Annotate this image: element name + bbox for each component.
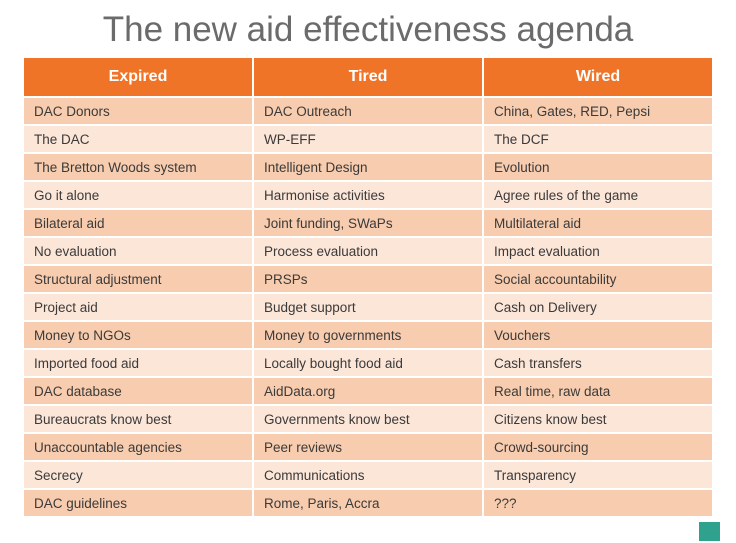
table-cell: WP-EFF	[254, 126, 482, 152]
table-row: DAC Donors DAC Outreach China, Gates, RED,…	[24, 98, 712, 124]
table-header: Expired Tired Wired	[24, 58, 712, 96]
table-row: No evaluation Process evaluation Impact ev…	[24, 238, 712, 264]
table-cell: The DCF	[484, 126, 712, 152]
table-cell: China, Gates, RED, Pepsi	[484, 98, 712, 124]
table-cell: Locally bought food aid	[254, 350, 482, 376]
table-cell: Cash transfers	[484, 350, 712, 376]
table-cell: Multilateral aid	[484, 210, 712, 236]
column-header-tired: Tired	[254, 58, 482, 96]
table-cell: Budget support	[254, 294, 482, 320]
table-cell: Agree rules of the game	[484, 182, 712, 208]
table-cell: The DAC	[24, 126, 252, 152]
table-cell: Cash on Delivery	[484, 294, 712, 320]
table-cell: Transparency	[484, 462, 712, 488]
agenda-table: Expired Tired Wired DAC Donors DAC Outrea…	[22, 56, 714, 518]
table-cell: Money to governments	[254, 322, 482, 348]
table-cell: DAC database	[24, 378, 252, 404]
header-row: Expired Tired Wired	[24, 58, 712, 96]
table-body: DAC Donors DAC Outreach China, Gates, RED,…	[24, 98, 712, 516]
table-row: Imported food aid Locally bought food aid…	[24, 350, 712, 376]
table-cell: Communications	[254, 462, 482, 488]
table-cell: Structural adjustment	[24, 266, 252, 292]
table-cell: Secrecy	[24, 462, 252, 488]
table-cell: PRSPs	[254, 266, 482, 292]
table-cell: Harmonise activities	[254, 182, 482, 208]
table-row: Unaccountable agencies Peer reviews Crowd-…	[24, 434, 712, 460]
table-cell: Rome, Paris, Accra	[254, 490, 482, 516]
table-cell: Project aid	[24, 294, 252, 320]
table-row: Go it alone Harmonise activities Agree rul…	[24, 182, 712, 208]
table-cell: AidData.org	[254, 378, 482, 404]
table-row: Bureaucrats know best Governments know be…	[24, 406, 712, 432]
table-row: The Bretton Woods system Intelligent Desi…	[24, 154, 712, 180]
table-row: Secrecy Communications Transparency	[24, 462, 712, 488]
table-cell: Crowd-sourcing	[484, 434, 712, 460]
table-cell: Money to NGOs	[24, 322, 252, 348]
table-cell: Process evaluation	[254, 238, 482, 264]
table-cell: DAC guidelines	[24, 490, 252, 516]
table-cell: Citizens know best	[484, 406, 712, 432]
table-cell: Impact evaluation	[484, 238, 712, 264]
page-title: The new aid effectiveness agenda	[102, 10, 634, 49]
column-header-wired: Wired	[484, 58, 712, 96]
table-cell: Social accountability	[484, 266, 712, 292]
table-cell: ???	[484, 490, 712, 516]
table-cell: Vouchers	[484, 322, 712, 348]
table-cell: Bilateral aid	[24, 210, 252, 236]
column-header-expired: Expired	[24, 58, 252, 96]
table-row: DAC database AidData.org Real time, raw da…	[24, 378, 712, 404]
table-cell: Intelligent Design	[254, 154, 482, 180]
table-cell: DAC Outreach	[254, 98, 482, 124]
table-cell: Imported food aid	[24, 350, 252, 376]
table-row: Bilateral aid Joint funding, SWaPs Multila…	[24, 210, 712, 236]
table-cell: The Bretton Woods system	[24, 154, 252, 180]
table-cell: Peer reviews	[254, 434, 482, 460]
table-cell: Real time, raw data	[484, 378, 712, 404]
table-cell: Go it alone	[24, 182, 252, 208]
table-cell: Bureaucrats know best	[24, 406, 252, 432]
table-row: Money to NGOs Money to governments Voucher…	[24, 322, 712, 348]
accent-square	[699, 522, 720, 541]
table-cell: Unaccountable agencies	[24, 434, 252, 460]
table-cell: DAC Donors	[24, 98, 252, 124]
table-cell: Joint funding, SWaPs	[254, 210, 482, 236]
table-cell: Governments know best	[254, 406, 482, 432]
table-cell: No evaluation	[24, 238, 252, 264]
table-cell: Evolution	[484, 154, 712, 180]
table-row: The DAC WP-EFF The DCF	[24, 126, 712, 152]
table-row: DAC guidelines Rome, Paris, Accra???	[24, 490, 712, 516]
table-row: Project aid Budget support Cash on Deliver…	[24, 294, 712, 320]
table-row: Structural adjustment PRSPs Social account…	[24, 266, 712, 292]
